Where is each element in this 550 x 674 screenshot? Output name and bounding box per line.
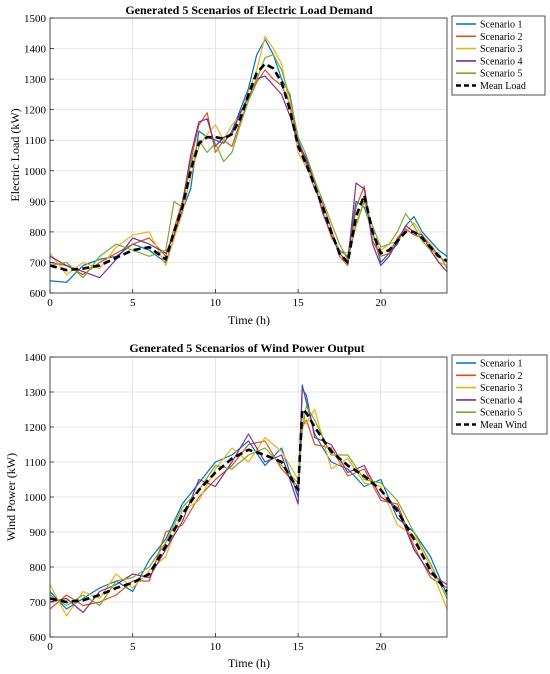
wind-x-tick-label: 0 [47, 641, 53, 653]
wind-y-tick-label: 900 [30, 527, 47, 539]
wind-legend-label: Scenario 5 [480, 408, 523, 419]
load-y-tick-label: 600 [30, 288, 47, 300]
wind-legend-label: Scenario 3 [480, 383, 523, 394]
load-legend-label: Scenario 4 [480, 56, 523, 67]
load-legend-label: Scenario 3 [480, 44, 523, 55]
load-series-scenario-2 [49, 69, 448, 276]
wind-y-axis-label: Wind Power (kW) [4, 453, 18, 541]
wind-x-tick-label: 10 [210, 641, 222, 653]
wind-y-tick-label: 1300 [24, 387, 47, 399]
wind-y-tick-label: 700 [30, 597, 47, 609]
wind-legend-label: Scenario 4 [480, 395, 523, 406]
wind-x-axis-label: Time (h) [228, 656, 270, 670]
load-x-tick-label: 15 [293, 297, 305, 309]
wind-x-tick-label: 5 [130, 641, 136, 653]
load-legend-label: Scenario 5 [480, 69, 523, 80]
wind-y-tick-label: 800 [30, 562, 47, 574]
load-legend-box [451, 15, 546, 96]
load-y-tick-label: 1100 [24, 135, 46, 147]
load-series-scenario-3 [49, 35, 448, 276]
load-plot-frame [49, 17, 448, 294]
load-x-tick-label: 20 [375, 297, 387, 309]
load-tick-labels: 0 5 10 15 20 600 700 800 900 1000 1100 1200 1300 1400… [24, 13, 387, 309]
load-y-tick-label: 700 [30, 257, 47, 269]
load-legend-label: Scenario 2 [480, 32, 523, 43]
wind-x-tick-label: 15 [293, 641, 305, 653]
load-y-axis-label: Electric Load (kW) [8, 108, 22, 201]
wind-series-mean-wind [49, 408, 449, 604]
load-y-tick-label: 1300 [24, 74, 47, 86]
wind-y-tick-label: 1000 [24, 492, 47, 504]
load-legend-label: Mean Load [480, 81, 526, 92]
wind-series-scenario-2 [49, 419, 448, 610]
wind-series-scenario-5 [49, 405, 448, 607]
load-x-axis-label: Time (h) [228, 313, 270, 327]
load-series-scenario-5 [49, 54, 448, 279]
load-y-tick-label: 800 [30, 227, 47, 239]
wind-chart: Generated 5 Scenarios of Wind Power Outp… [4, 341, 548, 670]
wind-legend-label: Scenario 2 [480, 371, 523, 382]
load-y-tick-label: 900 [30, 196, 47, 208]
load-chart: Generated 5 Scenarios of Electric Load D… [8, 3, 546, 327]
wind-chart-title: Generated 5 Scenarios of Wind Power Outp… [129, 341, 364, 355]
wind-y-tick-label: 1400 [24, 352, 47, 364]
wind-y-tick-label: 600 [30, 632, 47, 644]
load-x-tick-label: 10 [210, 297, 222, 309]
load-y-tick-label: 1200 [24, 105, 47, 117]
load-y-tick-label: 1500 [24, 13, 47, 25]
wind-legend-box [451, 354, 548, 435]
load-x-tick-label: 0 [47, 297, 53, 309]
wind-y-tick-label: 1100 [24, 457, 46, 469]
load-y-tick-label: 1400 [24, 44, 47, 56]
wind-x-tick-label: 20 [375, 641, 387, 653]
wind-legend-label: Scenario 1 [480, 359, 523, 370]
wind-legend-label: Mean Wind [480, 420, 527, 431]
load-legend-label: Scenario 1 [480, 20, 523, 31]
load-series-mean-load [49, 62, 448, 272]
load-x-tick-label: 5 [130, 297, 136, 309]
wind-tick-labels: 0 5 10 15 20 600 700 800 900 1000 1100 1200 1300 1400 [24, 352, 387, 653]
load-chart-title: Generated 5 Scenarios of Electric Load D… [125, 3, 373, 17]
wind-y-tick-label: 1200 [24, 422, 47, 434]
load-y-tick-label: 1000 [24, 166, 47, 178]
load-series-lines [49, 35, 448, 283]
wind-series-lines [49, 384, 449, 617]
